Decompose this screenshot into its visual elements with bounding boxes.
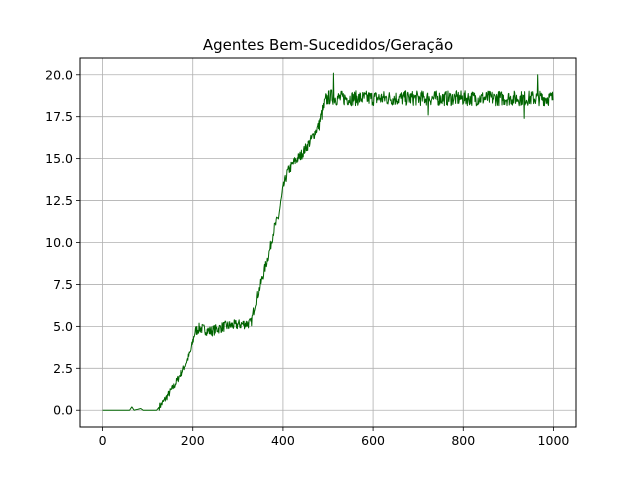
grid-lines [80, 58, 576, 427]
y-tick-label: 15.0 [45, 151, 73, 166]
x-tick-label: 800 [451, 433, 475, 448]
y-tick-label: 0.0 [53, 403, 73, 418]
y-tick-label: 10.0 [45, 235, 73, 250]
x-tick-label: 600 [361, 433, 385, 448]
x-tick-label: 1000 [538, 433, 570, 448]
y-tick-label: 2.5 [53, 361, 73, 376]
x-tick-label: 400 [271, 433, 295, 448]
y-axis: 0.0 2.5 5.0 7.5 10.0 12.5 15.0 17.5 20.0 [45, 67, 80, 418]
y-tick-label: 20.0 [45, 67, 73, 82]
series-line-group [102, 72, 554, 411]
x-tick-label: 200 [181, 433, 205, 448]
series-line [102, 72, 554, 411]
x-tick-label: 0 [99, 433, 107, 448]
y-tick-label: 7.5 [53, 277, 73, 292]
x-axis: 0 200 400 600 800 1000 [99, 427, 570, 448]
y-tick-label: 5.0 [53, 319, 73, 334]
y-tick-label: 12.5 [45, 193, 73, 208]
y-tick-label: 17.5 [45, 109, 73, 124]
chart-title: Agentes Bem-Sucedidos/Geração [203, 36, 453, 54]
